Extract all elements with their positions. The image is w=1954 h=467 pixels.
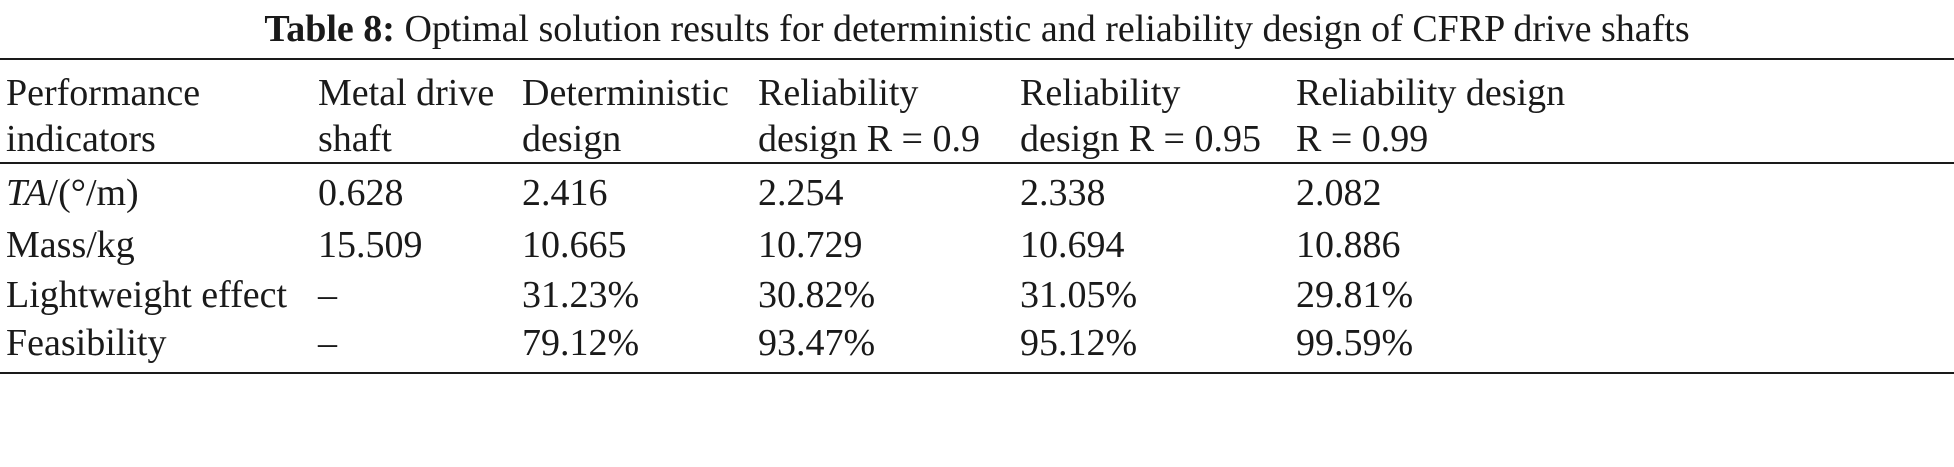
table-bottom-rule: [0, 372, 1954, 374]
header-reliability-0-95: Reliability design R = 0.95: [1020, 72, 1261, 160]
row-ta-indicator: TA/(°/m): [6, 172, 139, 214]
table-cell: 2.416: [522, 172, 608, 214]
table-caption-label: Table 8:: [264, 8, 395, 50]
table-caption: Table 8: Optimal solution results for de…: [0, 6, 1954, 52]
header-performance-indicators: Performance indicators: [6, 72, 201, 160]
header-reliability-0-99: Reliability design R = 0.99: [1296, 72, 1566, 160]
table-cell: 0.628: [318, 172, 404, 214]
table-cell: 10.886: [1296, 224, 1401, 266]
table-cell: 95.12%: [1020, 322, 1138, 364]
table-cell: 31.23%: [522, 274, 640, 316]
header-metal-drive-shaft: Metal drive shaft: [318, 72, 495, 160]
header-reliability-0-9: Reliability design R = 0.9: [758, 72, 980, 160]
table-top-rule: [0, 58, 1954, 60]
table-cell: 10.665: [522, 224, 627, 266]
table-cell: 10.694: [1020, 224, 1125, 266]
row-mass-indicator: Mass/kg: [6, 224, 135, 266]
table-cell: 29.81%: [1296, 274, 1414, 316]
table-cell: 2.082: [1296, 172, 1382, 214]
table-cell: 10.729: [758, 224, 863, 266]
table-cell: 93.47%: [758, 322, 876, 364]
table-cell: 79.12%: [522, 322, 640, 364]
table-cell: 15.509: [318, 224, 423, 266]
table-header-rule: [0, 162, 1954, 164]
table-cell: 2.338: [1020, 172, 1106, 214]
row-lightweight-indicator: Lightweight effect: [6, 274, 288, 316]
header-deterministic-design: Deterministic design: [522, 72, 729, 160]
table-cell: 31.05%: [1020, 274, 1138, 316]
table-cell: 2.254: [758, 172, 844, 214]
table-cell: –: [318, 274, 337, 316]
table-cell: –: [318, 322, 337, 364]
row-feasibility-indicator: Feasibility: [6, 322, 167, 364]
table-cell: 99.59%: [1296, 322, 1414, 364]
table-cell: 30.82%: [758, 274, 876, 316]
table-caption-title: Optimal solution results for determinist…: [404, 8, 1690, 50]
